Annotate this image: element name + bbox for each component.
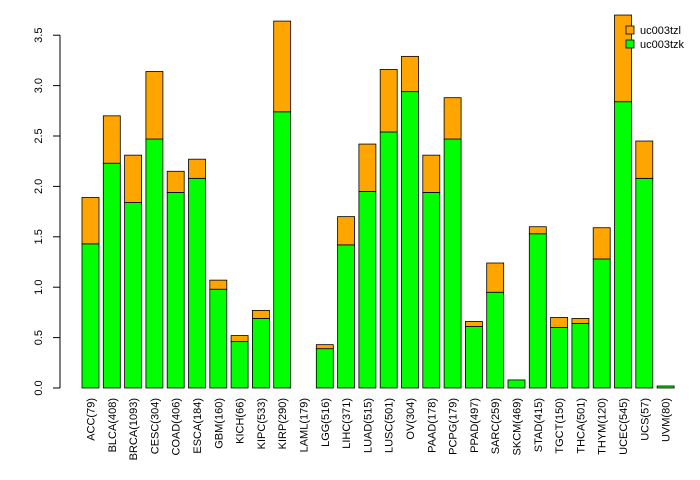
bar-segment-uc003tzl: [337, 216, 356, 246]
x-tick-label: PAAD(178): [426, 398, 438, 453]
bar-segment-uc003tzl: [315, 344, 334, 350]
y-tick-label: 1.5: [33, 229, 45, 244]
bar-segment-uc003tzk: [81, 243, 100, 389]
bar-segment-uc003tzl: [401, 55, 419, 93]
bar-segment-uc003tzk: [315, 348, 334, 389]
bar-segment-uc003tzk: [550, 327, 568, 389]
x-tick-label: UCEC(545): [618, 398, 630, 455]
bar-segment-uc003tzk: [571, 323, 590, 389]
legend-swatch-uc003tzl: [625, 25, 635, 35]
y-tick-label: 2.5: [33, 128, 45, 143]
bar-segment-uc003tzk: [188, 177, 206, 389]
x-tick-label: KICH(66): [235, 398, 247, 444]
bar-segment-uc003tzl: [422, 154, 441, 193]
bar-segment-uc003tzl: [550, 317, 568, 328]
x-tick-label: KIRP(290): [277, 398, 289, 449]
bar-segment-uc003tzl: [124, 154, 142, 203]
bar-segment-uc003tzk: [528, 233, 547, 389]
bar-segment-uc003tzl: [464, 321, 483, 327]
bar-segment-uc003tzk: [358, 191, 377, 389]
x-tick-label: BRCA(1093): [128, 398, 140, 460]
bar-segment-uc003tzk: [656, 385, 675, 389]
bar-segment-uc003tzk: [337, 244, 356, 389]
y-tick-label: 0.0: [33, 380, 45, 395]
bar-segment-uc003tzl: [251, 309, 270, 319]
x-tick-label: SARC(259): [490, 398, 502, 454]
bar-segment-uc003tzl: [166, 170, 185, 193]
bar-segment-uc003tzl: [635, 140, 654, 179]
x-tick-label: GBM(160): [213, 398, 225, 449]
bar-segment-uc003tzk: [209, 288, 228, 389]
bar-segment-uc003tzl: [443, 97, 462, 140]
x-tick-label: COAD(406): [171, 398, 183, 455]
x-tick-label: SKCM(469): [512, 398, 524, 455]
bar-segment-uc003tzl: [188, 158, 206, 179]
bar-segment-uc003tzl: [358, 143, 377, 192]
bar-segment-uc003tzk: [443, 138, 462, 389]
bar-segment-uc003tzl: [81, 197, 100, 245]
x-tick-label: STAD(415): [533, 398, 545, 452]
y-tick-label: 0.5: [33, 330, 45, 345]
x-tick-label: ACC(79): [86, 398, 98, 441]
x-tick-label: LUSC(501): [384, 398, 396, 453]
legend-label-uc003tzk: uc003tzk: [640, 39, 685, 51]
y-tick-label: 3.5: [33, 28, 45, 43]
legend: uc003tzl uc003tzk: [625, 25, 685, 51]
bar-segment-uc003tzk: [102, 162, 121, 389]
bar-segment-uc003tzl: [571, 318, 590, 324]
bar-segment-uc003tzl: [614, 14, 632, 103]
bar-segment-uc003tzl: [102, 115, 121, 164]
x-tick-label: LIHC(371): [341, 398, 353, 449]
y-tick-label: 3.0: [33, 78, 45, 93]
bar-segment-uc003tzk: [379, 131, 398, 389]
x-tick-label: KIPC(533): [256, 398, 268, 449]
x-tick-label: CESC(304): [149, 398, 161, 454]
bar-segment-uc003tzk: [166, 192, 185, 389]
y-axis: 0.0 0.5 1.0 1.5 2.0 2.5 3.0 3.5: [33, 28, 61, 396]
bar-segment-uc003tzk: [464, 326, 483, 389]
x-tick-label: PPAD(497): [469, 398, 481, 453]
x-tick-label: BLCA(408): [107, 398, 119, 452]
x-tick-label: LAML(179): [299, 398, 311, 452]
x-tick-label: OV(304): [405, 398, 417, 440]
bar-segment-uc003tzl: [145, 71, 164, 140]
bar-segment-uc003tzk: [401, 91, 419, 389]
bar-segment-uc003tzk: [145, 138, 164, 389]
bars: [81, 14, 675, 389]
x-tick-label: THYM(120): [597, 398, 609, 455]
x-tick-label: PCPG(179): [448, 398, 460, 455]
bar-segment-uc003tzk: [486, 291, 505, 389]
bar-segment-uc003tzk: [614, 101, 632, 389]
bar-segment-uc003tzl: [273, 20, 292, 113]
bar-segment-uc003tzl: [209, 279, 228, 290]
x-tick-label: LGG(516): [320, 398, 332, 447]
bar-segment-uc003tzk: [592, 258, 611, 389]
bar-segment-uc003tzk: [273, 111, 292, 389]
y-tick-label: 2.0: [33, 179, 45, 194]
bar-segment-uc003tzk: [422, 192, 441, 389]
bar-segment-uc003tzl: [379, 69, 398, 133]
bar-segment-uc003tzl: [528, 226, 547, 235]
y-tick-label: 1.0: [33, 280, 45, 295]
bar-segment-uc003tzl: [592, 227, 611, 260]
bar-segment-uc003tzk: [124, 202, 142, 389]
x-tick-label: TGCT(150): [554, 398, 566, 454]
bar-segment-uc003tzl: [486, 262, 505, 293]
bar-segment-uc003tzl: [230, 335, 249, 343]
legend-label-uc003tzl: uc003tzl: [640, 25, 681, 37]
bar-segment-uc003tzk: [507, 379, 526, 389]
x-tick-label: ESCA(184): [192, 398, 204, 454]
x-tick-label: UVM(80): [661, 398, 673, 442]
bar-segment-uc003tzk: [251, 318, 270, 389]
x-tick-label: THCA(501): [575, 398, 587, 454]
legend-swatch-uc003tzk: [625, 39, 635, 49]
x-tick-label: LUAD(515): [362, 398, 374, 453]
x-axis-labels: ACC(79) BLCA(408) BRCA(1093) CESC(304) COAD(…: [86, 398, 673, 460]
bar-segment-uc003tzk: [230, 341, 249, 389]
x-tick-label: UCS(57): [639, 398, 651, 441]
bar-segment-uc003tzk: [635, 177, 654, 389]
